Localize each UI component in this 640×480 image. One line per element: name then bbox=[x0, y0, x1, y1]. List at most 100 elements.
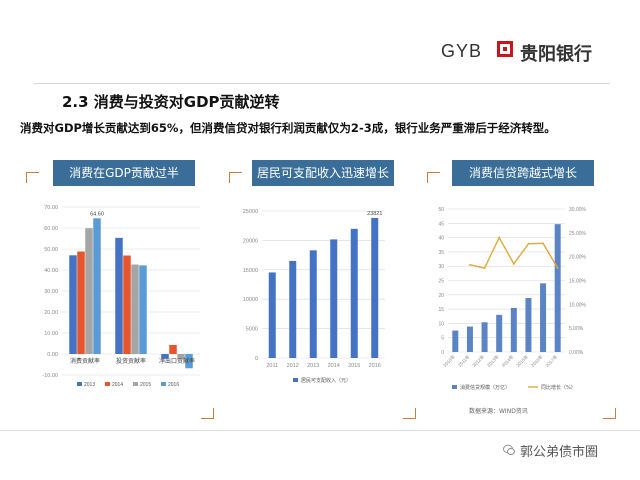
chart1-y-tick-label: 0.00 bbox=[47, 352, 58, 358]
chart3-line-point bbox=[512, 262, 515, 265]
chart3-legend-label-line: 同比增长（%） bbox=[541, 384, 576, 391]
chart2-category-label: 2016 bbox=[369, 363, 381, 369]
chart1-bar bbox=[77, 251, 85, 354]
chart2-y-tick-label: 0 bbox=[255, 356, 258, 362]
chart1-legend-label: 2015 bbox=[140, 382, 151, 388]
chart2-bar bbox=[371, 217, 379, 358]
chart1-legend-label: 2014 bbox=[112, 382, 123, 388]
panel-3-title: 消费信贷跨越式增长 bbox=[452, 160, 594, 186]
chart3-y-tick-label: 10 bbox=[438, 321, 444, 327]
panel-3-corner-bottom-right bbox=[603, 408, 616, 419]
chart1-bar bbox=[115, 237, 123, 354]
chart1-y-tick-label: 50.00 bbox=[44, 247, 58, 253]
chart3-y2-tick-label: 15.00% bbox=[569, 279, 587, 285]
chart3-y-tick-label: 0 bbox=[441, 350, 444, 356]
chart2-category-label: 2014 bbox=[328, 363, 340, 369]
chart1-legend-label: 2013 bbox=[84, 382, 95, 388]
chart1-y-tick-label: 20.00 bbox=[44, 310, 58, 316]
chart3-bar bbox=[510, 307, 517, 352]
chart3-category-label: 2011年 bbox=[456, 353, 471, 368]
chart3-bar bbox=[554, 224, 561, 352]
chart3-category-label: 2016年 bbox=[529, 353, 545, 369]
chart3-y2-tick-label: 0.00% bbox=[569, 350, 584, 356]
chart3-y-tick-label: 15 bbox=[438, 307, 444, 313]
chart2-legend-label: 居民可支配收入（元） bbox=[301, 377, 351, 384]
chart1-category-label: 消费贡献率 bbox=[70, 357, 100, 365]
chart1-legend-label: 2016 bbox=[168, 382, 179, 388]
chart2-bar bbox=[309, 250, 317, 358]
chart3-y2-tick-label: 30.00% bbox=[569, 207, 587, 213]
chart1-bar bbox=[69, 255, 77, 354]
chart1-legend-swatch bbox=[105, 382, 110, 386]
chart2-y-tick-label: 25000 bbox=[243, 209, 258, 215]
chart1-bar bbox=[85, 228, 93, 354]
chart2-y-tick-label: 20000 bbox=[243, 238, 258, 244]
header-divider bbox=[34, 83, 610, 84]
chart1-legend-swatch bbox=[77, 382, 82, 386]
chart1-bar bbox=[185, 354, 193, 369]
chart3-bar bbox=[496, 314, 503, 352]
chart1-bar bbox=[139, 265, 147, 354]
chart1-bar bbox=[123, 255, 131, 354]
chart1-bar bbox=[93, 218, 101, 354]
chart3-y-tick-label: 20 bbox=[438, 293, 444, 299]
chart2-category-label: 2011 bbox=[266, 363, 278, 369]
logo-chinese-name: 贵阳银行 bbox=[520, 44, 592, 65]
chart1-bar bbox=[169, 344, 177, 354]
chart3-line-point bbox=[498, 236, 501, 239]
chart3-category-label: 2013年 bbox=[485, 353, 501, 369]
chart3-y2-tick-label: 20.00% bbox=[569, 255, 587, 261]
chart3-line-point bbox=[483, 267, 486, 270]
chart2-bar bbox=[268, 272, 276, 358]
chart3-bar bbox=[540, 283, 547, 352]
data-source-note: 数据来源：WIND资讯 bbox=[469, 408, 528, 415]
chart3-y-tick-label: 5 bbox=[441, 336, 444, 342]
panel-2-corner-bottom-right bbox=[403, 408, 416, 419]
chart3-line-point bbox=[556, 267, 559, 270]
chart1-bar bbox=[131, 264, 139, 354]
chart2-bar bbox=[350, 228, 358, 358]
chart3-y-tick-label: 50 bbox=[438, 207, 444, 213]
chart3-y-tick-label: 40 bbox=[438, 236, 444, 242]
footer-divider bbox=[0, 430, 640, 431]
chart3-y2-tick-label: 25.00% bbox=[569, 231, 587, 237]
chart3-line-point bbox=[469, 263, 471, 266]
chart3-y2-tick-label: 5.00% bbox=[569, 326, 584, 332]
chart3-category-label: 2017年 bbox=[544, 353, 560, 369]
chart1-category-label: 投资贡献率 bbox=[116, 357, 146, 365]
chart3-bar bbox=[481, 322, 488, 352]
logo-latin: GYB bbox=[441, 41, 483, 61]
chart1-y-tick-label: 70.00 bbox=[44, 205, 58, 211]
panel-2-title: 居民可支配收入迅速增长 bbox=[252, 160, 394, 186]
chart3-legend-swatch-bar bbox=[452, 385, 457, 389]
panel-1-corner-bottom-right bbox=[201, 408, 214, 419]
chart1-bar bbox=[161, 354, 169, 359]
panel-1-corner-top-left bbox=[26, 172, 39, 183]
chart3-y2-tick-label: 10.00% bbox=[569, 302, 587, 308]
chart3-y-tick-label: 25 bbox=[438, 279, 444, 285]
bank-logo-icon bbox=[497, 41, 513, 57]
chart1-y-tick-label: -10.00 bbox=[42, 373, 58, 379]
chart3-y-tick-label: 45 bbox=[438, 221, 444, 227]
chart3-category-label: 2015年 bbox=[515, 353, 531, 369]
chart1-y-tick-label: 40.00 bbox=[44, 268, 58, 274]
chart3-line-point bbox=[527, 242, 530, 245]
wechat-icon bbox=[503, 444, 515, 455]
chart2-legend-swatch bbox=[293, 378, 298, 382]
chart3-y-tick-label: 30 bbox=[438, 264, 444, 270]
slide-subtitle: 消费对GDP增长贡献达到65%，但消费信贷对银行利润贡献仅为2-3成，银行业务严… bbox=[20, 121, 556, 135]
watermark-text: 郭公弟债市圈 bbox=[520, 445, 599, 460]
chart1-y-tick-label: 10.00 bbox=[44, 331, 58, 337]
chart2-data-label: 23821 bbox=[367, 211, 382, 217]
chart1-bar bbox=[177, 354, 185, 360]
chart2-category-label: 2012 bbox=[287, 363, 299, 369]
chart3-legend-label-bar: 消费信贷规模（万亿） bbox=[460, 384, 510, 391]
chart1-data-label: 64.60 bbox=[90, 211, 104, 217]
chart2-category-label: 2013 bbox=[307, 363, 319, 369]
chart3-y-tick-label: 35 bbox=[438, 250, 444, 256]
chart3-category-label: 2014年 bbox=[500, 353, 516, 369]
chart3-bar bbox=[525, 297, 532, 352]
chart3-category-label: 2012年 bbox=[471, 353, 487, 369]
chart2-y-tick-label: 5000 bbox=[246, 327, 258, 333]
